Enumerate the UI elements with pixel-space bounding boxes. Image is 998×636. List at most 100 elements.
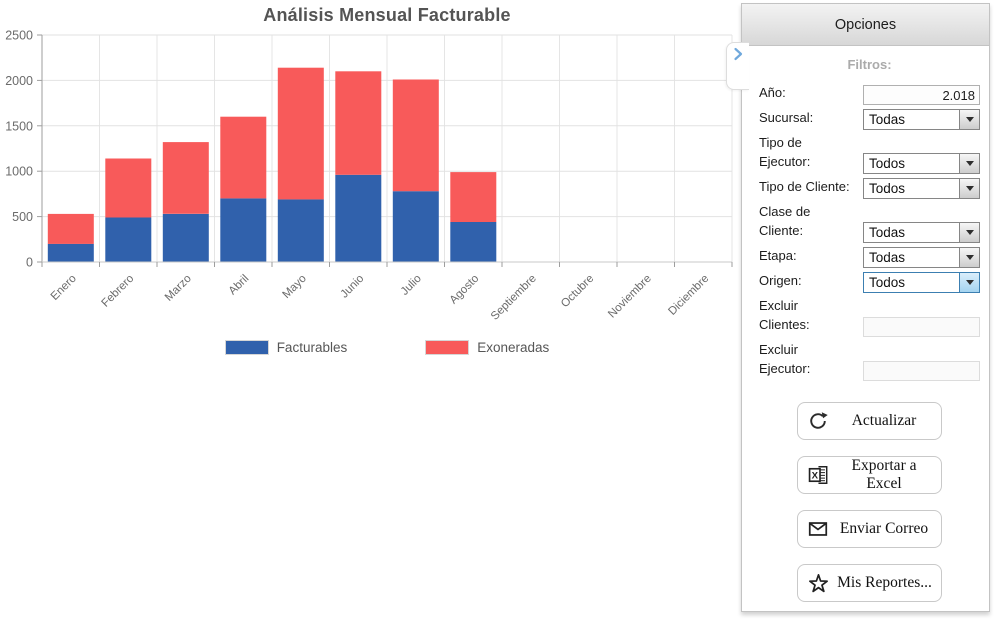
field-label-tipo-ejecutor: Tipo de Ejecutor: — [759, 135, 811, 169]
actualizar-button[interactable]: Actualizar — [797, 402, 942, 440]
field-label-etapa: Etapa: — [759, 248, 797, 263]
legend-label: Exoneradas — [477, 340, 550, 355]
dropdown-button[interactable] — [959, 223, 979, 242]
ano-input[interactable] — [863, 85, 980, 105]
bar-exoneradas-junio[interactable] — [335, 71, 382, 175]
x-axis-label: Mayo — [281, 273, 309, 301]
bar-facturables-julio[interactable] — [392, 191, 439, 262]
bar-exoneradas-mayo[interactable] — [277, 67, 324, 200]
field-label-excluir-clientes: Excluir Clientes: — [759, 298, 810, 332]
star-icon — [807, 572, 830, 595]
y-axis-label: 0 — [26, 256, 33, 270]
bar-exoneradas-marzo[interactable] — [162, 142, 209, 214]
filters-title: Filtros: — [847, 57, 892, 72]
button-label: Enviar Correo — [839, 520, 929, 537]
field-label-sucursal: Sucursal: — [759, 110, 814, 125]
bar-exoneradas-abril[interactable] — [220, 116, 267, 199]
excel-icon: X — [807, 464, 829, 486]
exportar-excel-button[interactable]: X Exportar a Excel — [797, 456, 942, 494]
sucursal-select[interactable]: Todas — [863, 109, 980, 130]
chevron-down-icon — [965, 255, 974, 260]
mis-reportes-button[interactable]: Mis Reportes... — [797, 564, 942, 602]
bar-facturables-enero[interactable] — [47, 243, 94, 262]
field-row-excluir-ejecutor: Excluir Ejecutor: — [759, 340, 980, 381]
options-panel-header: Opciones — [742, 4, 989, 46]
field-row-tipo-cliente: Tipo de Cliente: Todos — [759, 177, 980, 199]
bar-exoneradas-agosto[interactable] — [450, 172, 497, 222]
tipo-ejecutor-select[interactable]: Todos — [863, 153, 980, 174]
etapa-select[interactable]: Todas — [863, 247, 980, 268]
chevron-down-icon — [965, 230, 974, 235]
selected-value: Todas — [869, 225, 906, 240]
x-axis-label: Febrero — [99, 273, 136, 310]
dropdown-button[interactable] — [959, 248, 979, 267]
excluir-ejecutor-input[interactable] — [863, 361, 980, 381]
bar-facturables-agosto[interactable] — [450, 222, 497, 262]
enviar-correo-button[interactable]: Enviar Correo — [797, 510, 942, 548]
chart-legend: Facturables Exoneradas — [42, 340, 732, 355]
y-axis-label: 2500 — [5, 29, 33, 43]
mail-icon — [807, 518, 829, 540]
x-axis-label: Octubre — [559, 273, 596, 310]
y-axis-label: 1500 — [5, 119, 33, 133]
legend-item-exoneradas[interactable]: Exoneradas — [425, 340, 549, 355]
dropdown-button[interactable] — [959, 110, 979, 129]
field-row-sucursal: Sucursal: Todas — [759, 108, 980, 130]
x-axis-label: Septiembre — [489, 273, 539, 323]
field-row-tipo-ejecutor: Tipo de Ejecutor: Todos — [759, 133, 980, 174]
y-axis-label: 1000 — [5, 165, 33, 179]
x-axis-label: Enero — [49, 273, 79, 303]
bar-facturables-abril[interactable] — [220, 198, 267, 262]
y-axis-label: 2000 — [5, 74, 33, 88]
selected-value: Todos — [869, 156, 906, 171]
x-axis-label: Diciembre — [666, 273, 711, 318]
chevron-down-icon — [965, 280, 974, 285]
selected-value: Todos — [869, 181, 906, 196]
field-label-excluir-ejecutor: Excluir Ejecutor: — [759, 342, 811, 376]
legend-swatch — [425, 340, 470, 355]
bar-exoneradas-enero[interactable] — [47, 213, 94, 244]
selected-value: Todas — [869, 250, 906, 265]
button-label: Mis Reportes... — [837, 574, 932, 591]
chart-title: Análisis Mensual Facturable — [263, 5, 511, 25]
bar-facturables-marzo[interactable] — [162, 213, 209, 262]
x-axis-label: Julio — [399, 273, 424, 298]
field-label-origen: Origen: — [759, 273, 802, 288]
panel-collapse-toggle[interactable] — [726, 42, 749, 90]
chevron-down-icon — [965, 117, 974, 122]
legend-item-facturables[interactable]: Facturables — [224, 340, 347, 355]
dropdown-button[interactable] — [959, 179, 979, 198]
options-panel: Opciones Filtros: Año: Sucursal: Todas Tipo… — [741, 3, 990, 612]
svg-text:X: X — [812, 470, 819, 481]
x-axis-label: Agosto — [448, 273, 482, 307]
origen-select[interactable]: Todos — [863, 272, 980, 293]
field-label-ano: Año: — [759, 85, 786, 100]
dropdown-button[interactable] — [959, 154, 979, 173]
refresh-icon — [807, 410, 829, 432]
legend-swatch — [224, 340, 269, 355]
chevron-down-icon — [965, 186, 974, 191]
tipo-cliente-select[interactable]: Todos — [863, 178, 980, 199]
x-axis-label: Abril — [227, 273, 252, 298]
chevron-down-icon — [965, 161, 974, 166]
field-label-tipo-cliente: Tipo de Cliente: — [759, 179, 850, 194]
clase-cliente-select[interactable]: Todas — [863, 222, 980, 243]
options-panel-body: Filtros: Año: Sucursal: Todas Tipo de Ejecu… — [742, 46, 989, 602]
field-row-clase-cliente: Clase de Cliente: Todas — [759, 202, 980, 243]
bar-exoneradas-julio[interactable] — [392, 79, 439, 192]
chevron-right-icon — [733, 47, 744, 65]
field-row-ano: Año: — [759, 83, 980, 105]
button-label: Actualizar — [851, 412, 917, 429]
selected-value: Todas — [869, 112, 906, 127]
y-axis-label: 500 — [12, 210, 33, 224]
x-axis-label: Junio — [338, 273, 366, 301]
field-row-origen: Origen: Todos — [759, 271, 980, 293]
bar-facturables-febrero[interactable] — [105, 217, 152, 263]
excluir-clientes-input[interactable] — [863, 317, 980, 337]
bar-exoneradas-febrero[interactable] — [105, 158, 152, 218]
action-buttons: Actualizar X Exportar a Excel Enviar Correo… — [759, 402, 980, 602]
filter-fields: Año: Sucursal: Todas Tipo de Ejecutor: Todos… — [759, 83, 980, 381]
bar-facturables-junio[interactable] — [335, 174, 382, 262]
bar-facturables-mayo[interactable] — [277, 199, 324, 262]
dropdown-button[interactable] — [959, 273, 979, 292]
